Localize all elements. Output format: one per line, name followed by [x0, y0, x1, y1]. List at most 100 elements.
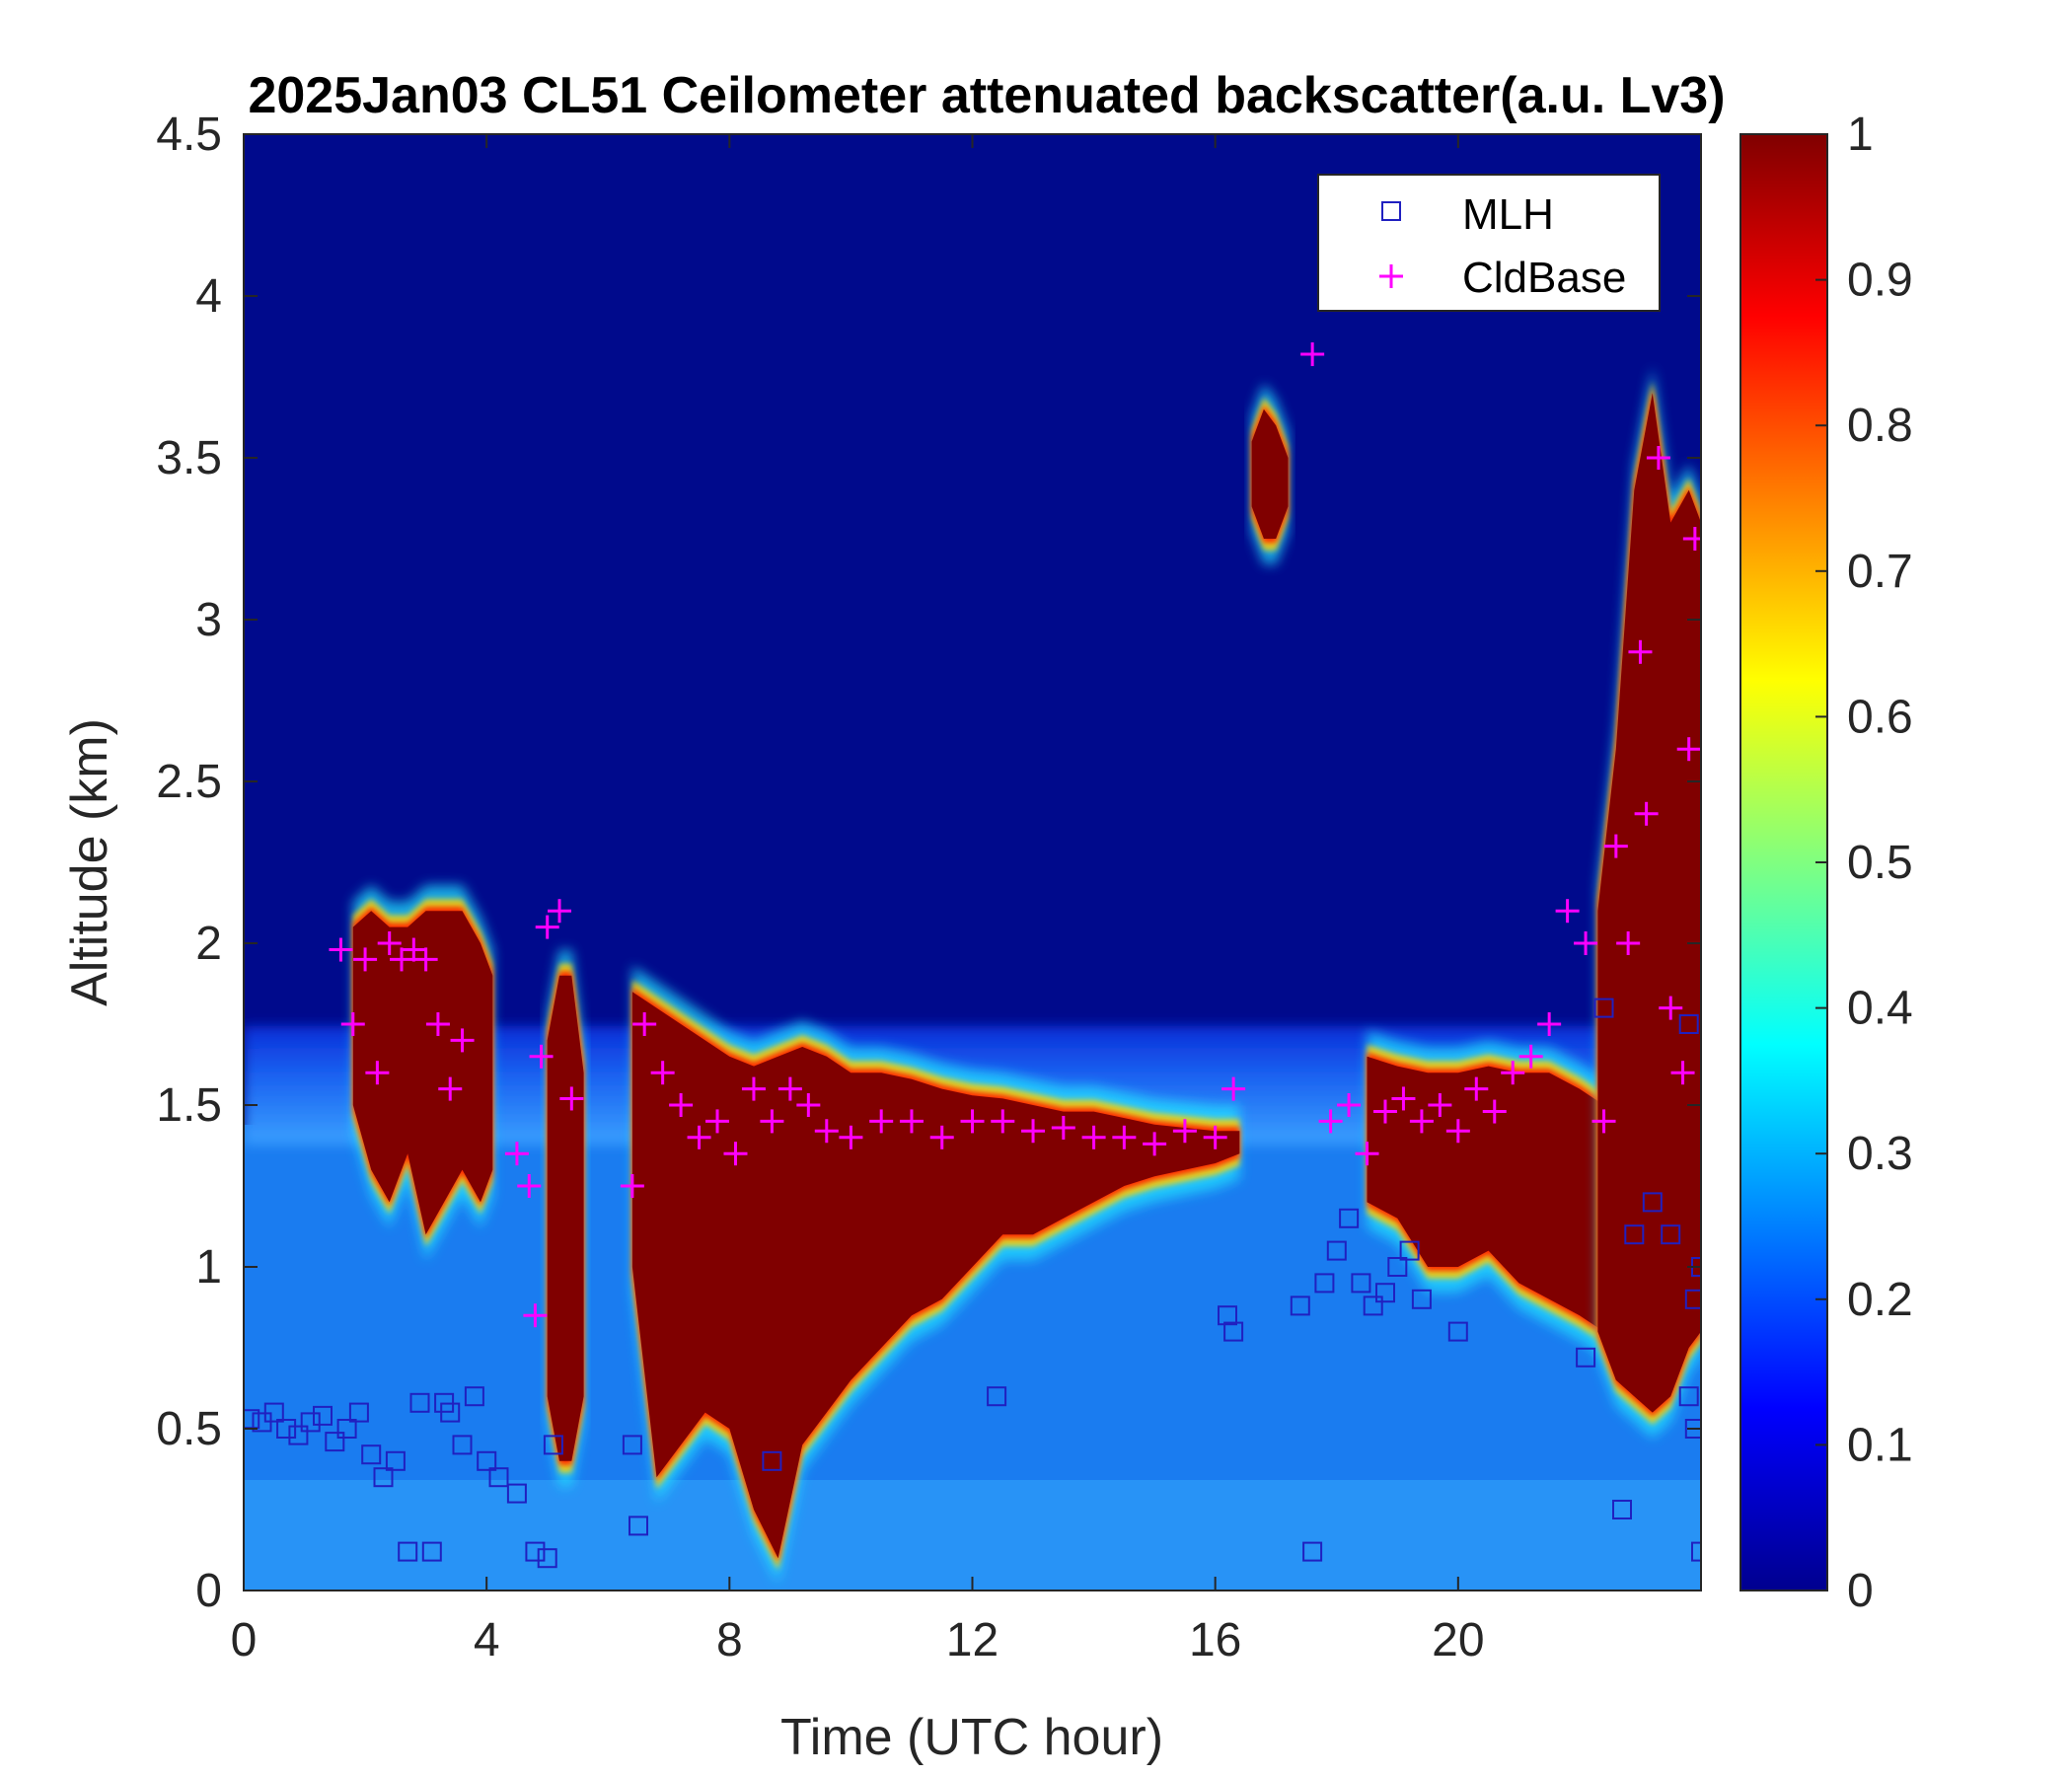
- mlh-marker: [464, 1386, 484, 1407]
- cldbase-marker: [1021, 1119, 1046, 1144]
- cloud-core: [547, 975, 584, 1461]
- mlh-marker: [477, 1450, 497, 1471]
- colorbar-axis: 0 0.1 0.2 0.3 0.4 0.5 0.6 0.7 0.8 0.9 1: [1815, 109, 1913, 1617]
- cldbase-marker: [425, 1012, 450, 1036]
- cldbase-marker: [450, 1028, 475, 1053]
- y-tick-label: 4.5: [156, 109, 222, 161]
- cldbase-marker: [1300, 342, 1325, 367]
- cldbase-series: [329, 342, 1701, 1328]
- x-tick-label: 8: [716, 1614, 743, 1666]
- mlh-marker: [1326, 1240, 1347, 1261]
- cloud-layer-early: [352, 885, 493, 1261]
- mlh-marker: [373, 1467, 394, 1488]
- legend-mlh-label: MLH: [1462, 190, 1554, 239]
- cldbase-marker: [1628, 639, 1653, 664]
- legend-box: [1317, 174, 1661, 312]
- cldbase-marker: [1518, 1044, 1543, 1069]
- x-tick-label: 0: [231, 1614, 258, 1666]
- colorbar-tick-label: 0.7: [1847, 546, 1913, 598]
- cloud-blob-17h: [1251, 383, 1289, 564]
- x-axis-label: Time (UTC hour): [780, 1709, 1163, 1766]
- cldbase-marker: [1670, 1061, 1695, 1085]
- mlh-marker: [276, 1419, 297, 1439]
- cldbase-marker: [1634, 801, 1659, 826]
- y-tick-label: 2: [195, 918, 222, 970]
- y-tick-label: 2.5: [156, 756, 222, 808]
- cldbase-marker: [559, 1086, 584, 1111]
- mlh-marker: [1624, 1224, 1645, 1245]
- mlh-series: [244, 998, 1701, 1569]
- cldbase-marker: [1221, 1076, 1246, 1101]
- legend-cldbase-label: CldBase: [1462, 254, 1626, 302]
- cldbase-marker: [1501, 1061, 1525, 1085]
- mlh-marker: [1593, 998, 1614, 1018]
- cloud-core: [1367, 1056, 1604, 1332]
- mlh-marker: [629, 1516, 648, 1536]
- cldbase-marker: [632, 1012, 657, 1036]
- mlh-marker: [1290, 1295, 1310, 1316]
- cldbase-marker: [1409, 1109, 1434, 1134]
- y-tick-label: 4: [195, 270, 222, 323]
- cldbase-marker: [1537, 1012, 1562, 1036]
- mlh-marker: [506, 1483, 527, 1504]
- colorbar-tick-label: 0: [1847, 1565, 1874, 1617]
- cldbase-marker: [650, 1061, 675, 1085]
- mlh-marker: [488, 1467, 509, 1488]
- x-tick-label: 12: [946, 1614, 999, 1666]
- colorbar-tick-label: 0.5: [1847, 837, 1913, 889]
- mlh-marker: [1684, 1289, 1701, 1309]
- mlh-marker: [1314, 1273, 1335, 1294]
- mlh-marker: [409, 1392, 430, 1413]
- cldbase-marker: [869, 1109, 894, 1134]
- cldbase-marker: [517, 1174, 542, 1198]
- cldbase-marker: [1112, 1125, 1137, 1149]
- mlh-marker: [452, 1435, 473, 1455]
- cldbase-marker: [390, 947, 414, 972]
- colorbar: [1739, 133, 1828, 1591]
- cldbase-marker: [529, 1044, 554, 1069]
- cldbase-marker: [1464, 1076, 1489, 1101]
- cldbase-marker: [1603, 834, 1628, 858]
- colorbar-tick-label: 0.8: [1847, 400, 1913, 452]
- cldbase-marker: [1482, 1099, 1507, 1124]
- mlh-marker: [987, 1386, 1007, 1407]
- mlh-marker: [1375, 1283, 1395, 1303]
- cloud-layer-late: [1597, 367, 1701, 1439]
- mlh-marker: [300, 1412, 321, 1433]
- cldbase-marker: [535, 915, 559, 939]
- cldbase-marker: [760, 1109, 784, 1134]
- cloud-core: [631, 992, 1240, 1559]
- plot-area: [244, 134, 1701, 1591]
- cldbase-marker: [620, 1174, 644, 1198]
- cldbase-marker: [329, 937, 353, 962]
- cldbase-marker: [839, 1125, 863, 1149]
- cldbase-marker: [687, 1125, 711, 1149]
- mlh-marker: [537, 1548, 557, 1569]
- legend-mlh-marker: [1381, 201, 1401, 221]
- cldbase-marker: [1659, 996, 1683, 1020]
- mlh-marker: [1678, 1386, 1699, 1407]
- cldbase-marker: [377, 931, 402, 955]
- mlh-marker: [1612, 1500, 1632, 1519]
- cloud-layer-5h: [547, 949, 584, 1487]
- cldbase-marker: [1682, 527, 1701, 551]
- cldbase-marker: [741, 1076, 766, 1101]
- cldbase-marker: [523, 1303, 548, 1328]
- mlh-marker: [1684, 1419, 1701, 1439]
- colorbar-tick-label: 1: [1847, 109, 1874, 161]
- cldbase-marker: [1445, 1119, 1470, 1144]
- cldbase-marker: [705, 1109, 730, 1134]
- y-tick-label: 1.5: [156, 1079, 222, 1132]
- mlh-marker: [325, 1432, 345, 1452]
- cldbase-marker: [796, 1093, 821, 1117]
- colorbar-tick-label: 0.2: [1847, 1274, 1913, 1326]
- cldbase-marker: [1646, 446, 1670, 470]
- mlh-marker: [313, 1405, 333, 1426]
- legend-cldbase-marker: [1379, 264, 1403, 288]
- cldbase-marker: [1574, 931, 1598, 955]
- cldbase-marker: [669, 1093, 694, 1117]
- y-axis: 0 0.5 1 1.5 2 2.5 3 3.5 4 4.5: [156, 109, 1701, 1617]
- mlh-marker: [1691, 1541, 1701, 1562]
- cldbase-marker: [1051, 1115, 1075, 1140]
